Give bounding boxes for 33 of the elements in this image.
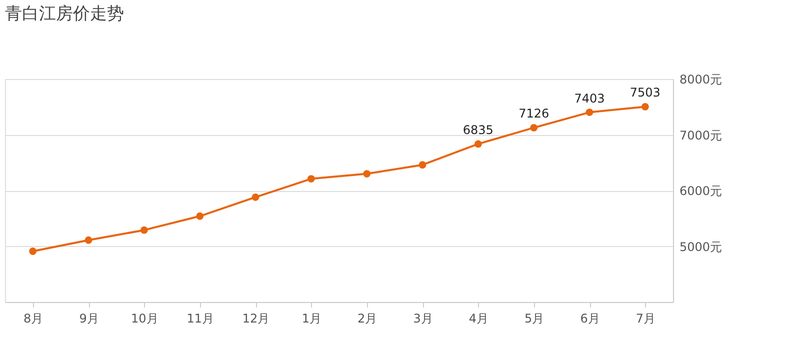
point [196, 212, 204, 220]
x-tick-label: 3月 [413, 312, 433, 326]
point [84, 236, 92, 244]
data-label: 7403 [574, 91, 605, 106]
point [474, 140, 482, 148]
data-label: 7503 [630, 86, 660, 100]
x-tick-label: 6月 [580, 312, 600, 326]
point [530, 124, 538, 132]
x-tick-label: 8月 [24, 312, 44, 326]
x-tick-label: 2月 [358, 312, 378, 326]
x-tick-label: 9月 [79, 312, 99, 326]
x-tick-label: 12月 [242, 312, 270, 326]
chart-title: 青白江房价走势 [5, 4, 124, 24]
data-label: 7126 [518, 106, 550, 121]
y-tick-label: 6000元 [680, 184, 722, 198]
x-tick-label: 7月 [636, 312, 656, 326]
y-tick-label: 8000元 [680, 72, 722, 86]
point [29, 248, 37, 255]
point [307, 175, 315, 182]
y-tick-label: 7000元 [680, 128, 722, 142]
point [363, 170, 371, 178]
point [418, 161, 426, 169]
point [586, 108, 594, 116]
x-tick-label: 1月 [302, 312, 322, 326]
data-label: 6835 [462, 122, 494, 137]
point [252, 193, 260, 201]
x-tick-label: 5月 [524, 312, 544, 326]
y-tick-label: 5000元 [680, 240, 722, 254]
point [140, 226, 148, 234]
point [641, 103, 649, 110]
x-tick-label: 10月 [131, 312, 158, 326]
x-tick-label: 4月 [468, 312, 488, 326]
x-tick-label: 11月 [186, 312, 214, 326]
